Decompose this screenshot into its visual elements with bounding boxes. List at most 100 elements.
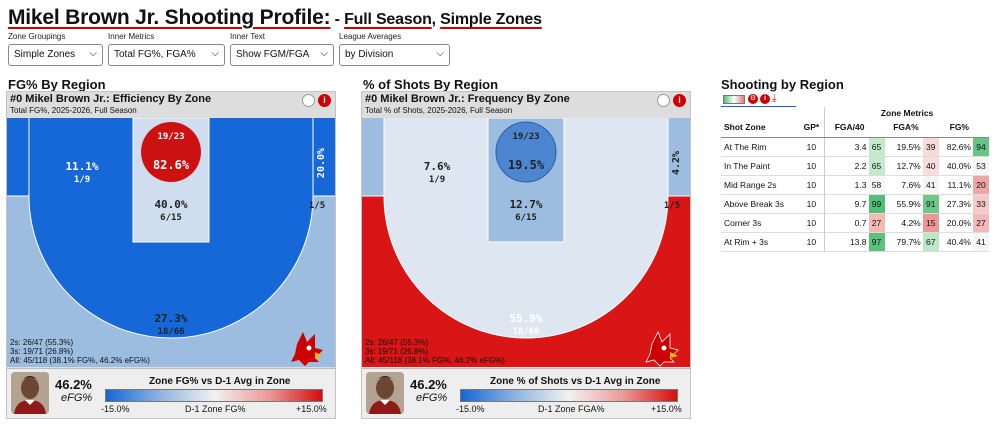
table-body: At The Rim 10 3.4 65 19.5% 39 82.6% 94 In The Pa… [721, 137, 989, 251]
efficiency-panel-subtitle: Total FG%, 2025-2026, Full Season [10, 106, 137, 115]
corner-three-zone[interactable] [668, 118, 690, 196]
team-logo [291, 332, 323, 366]
fg-cell: 40.0% [946, 160, 971, 171]
efg-label: eFG% [61, 392, 93, 404]
efficiency-court-chart: 19/23 82.6% 40.0% 6/15 11.1% 1/9 20.0% 1… [7, 118, 335, 367]
fga40-cell: 2.2 [824, 156, 869, 175]
title-season-link[interactable]: Full Season [344, 11, 432, 28]
paint-pct-text: 40.0% [154, 198, 187, 211]
download-icon[interactable]: ⤓ [772, 93, 777, 104]
fg-percentile-cell: 53 [973, 156, 989, 175]
fgap-percentile-cell: 40 [922, 156, 939, 175]
corner-frac-text: 1/5 [664, 201, 680, 211]
col-fg[interactable]: FG% [938, 118, 989, 138]
three-pct-text: 27.3% [154, 312, 187, 325]
gp-cell: 10 [806, 160, 817, 171]
twos-total: 2s: 26/47 (55.3%) [10, 338, 74, 347]
fga40-percentile-cell: 65 [868, 137, 885, 156]
chevron-down-icon: ⌵ [436, 48, 444, 59]
efficiency-panel-title: #0 Mikel Brown Jr.: Efficiency By Zone [10, 93, 212, 105]
rim-zone[interactable] [141, 122, 201, 182]
inner-metrics-label: Inner Metrics [108, 32, 155, 41]
title-zones-link[interactable]: Simple Zones [440, 11, 542, 28]
zone-groupings-value: Simple Zones [14, 49, 76, 60]
gp-cell: 10 [806, 179, 817, 190]
rim-pct-text: 19.5% [508, 158, 545, 172]
efficiency-panel: #0 Mikel Brown Jr.: Efficiency By Zone T… [6, 91, 336, 419]
corner-three-zone-left[interactable] [362, 118, 384, 196]
inner-metrics-value: Total FG%, FGA% [114, 49, 196, 60]
zone-cell: At The Rim [724, 141, 767, 152]
col-fgap[interactable]: FGA% [884, 118, 939, 138]
legend-mid: D-1 Zone FG% [185, 404, 246, 414]
fga40-cell: 1.3 [824, 175, 869, 194]
legend-title: Zone % of Shots vs D-1 Avg in Zone [490, 376, 661, 387]
all-total: All: 45/118 (38.1% FG%, 46.2% eFG%) [10, 356, 150, 365]
info-icon[interactable]: i [318, 94, 331, 107]
col-fga40[interactable]: FGA/40 [824, 118, 885, 138]
fga40-percentile-cell: 58 [868, 175, 885, 194]
paint-frac-text: 6/15 [515, 213, 537, 223]
col-shot-zone[interactable]: Shot Zone [721, 118, 799, 138]
table-row: At The Rim 10 3.4 65 19.5% 39 82.6% 94 [721, 137, 989, 156]
frequency-panel-subtitle: Total % of Shots, 2025-2026, Full Season [365, 106, 513, 115]
efg-label: eFG% [416, 392, 448, 404]
mid-pct-text: 7.6% [424, 160, 451, 173]
legend-gradient [105, 389, 323, 402]
frequency-footer: 46.2% eFG% Zone % of Shots vs D-1 Avg in… [362, 368, 690, 418]
corner-three-zone-left[interactable] [7, 118, 29, 196]
league-averages-select[interactable]: by Division ⌵ [339, 44, 450, 66]
fg-percentile-cell: 94 [973, 137, 989, 156]
shooting-by-region-title: Shooting by Region [721, 77, 844, 92]
legend-gradient [460, 389, 678, 402]
frequency-panel: #0 Mikel Brown Jr.: Frequency By Zone To… [361, 91, 691, 419]
toggle-circle-icon[interactable] [657, 94, 670, 107]
legend-title: Zone FG% vs D-1 Avg in Zone [149, 376, 291, 387]
fga40-percentile-cell: 65 [868, 156, 885, 175]
inner-metrics-select[interactable]: Total FG%, FGA% ⌵ [108, 44, 225, 66]
toggle-circle-icon[interactable] [302, 94, 315, 107]
gp-cell: 10 [806, 236, 817, 247]
zone-cell: In The Paint [724, 160, 770, 171]
mid-pct-text: 11.1% [65, 160, 98, 173]
fg-cell: 11.1% [947, 179, 971, 190]
page-title: Mikel Brown Jr. Shooting Profile: - Full… [8, 6, 542, 30]
zone-groupings-select[interactable]: Simple Zones ⌵ [8, 44, 103, 66]
title-comma: , [431, 11, 441, 28]
settings-icon[interactable]: ⚙ [748, 94, 758, 104]
chevron-down-icon: ⌵ [89, 48, 97, 59]
fg-cell: 40.4% [946, 236, 971, 247]
fg-cell: 27.3% [946, 198, 971, 209]
fga40-cell: 13.8 [824, 232, 869, 251]
mid-frac-text: 1/9 [74, 175, 90, 185]
heatmap-toggle-icon[interactable] [723, 95, 745, 104]
rim-zone[interactable] [495, 121, 557, 183]
info-icon[interactable]: i [673, 94, 686, 107]
fg-percentile-cell: 33 [973, 194, 989, 213]
fga40-cell: 9.7 [824, 194, 869, 213]
corner-pct-text: 4.2% [671, 151, 682, 175]
fgap-cell: 19.5% [896, 141, 921, 152]
col-gp[interactable]: GP* [798, 118, 825, 138]
info-icon[interactable]: i [760, 94, 770, 104]
avatar [366, 372, 404, 414]
fga40-cell: 0.7 [824, 213, 869, 232]
zone-groupings-label: Zone Groupings [8, 32, 66, 41]
inner-text-select[interactable]: Show FGM/FGA ⌵ [230, 44, 334, 66]
table-row: Above Break 3s 10 9.7 99 55.9% 91 27.3% 33 [721, 194, 989, 213]
fgap-percentile-cell: 15 [922, 213, 939, 232]
fgap-percentile-cell: 91 [922, 194, 939, 213]
inner-text-value: Show FGM/FGA [236, 49, 310, 60]
frequency-panel-title: #0 Mikel Brown Jr.: Frequency By Zone [365, 93, 570, 105]
frequency-totals: 2s: 26/47 (55.3%) 3s: 19/71 (26.8%) All:… [365, 338, 505, 365]
fg-percentile-cell: 41 [973, 232, 989, 251]
fgap-cell: 12.7% [896, 160, 921, 171]
threes-total: 3s: 19/71 (26.8%) [10, 347, 74, 356]
league-averages-label: League Averages [339, 32, 402, 41]
shooting-table-container: ⚙ i ⤓ Zone Metrics Shot Zone GP* FGA/40 … [721, 93, 989, 252]
three-frac-text: 18/66 [512, 327, 539, 337]
rim-frac-text: 19/23 [512, 132, 539, 142]
legend-max: +15.0% [296, 404, 327, 414]
corner-pct-text: 20.0% [316, 148, 327, 178]
corner-three-zone[interactable] [313, 118, 335, 196]
